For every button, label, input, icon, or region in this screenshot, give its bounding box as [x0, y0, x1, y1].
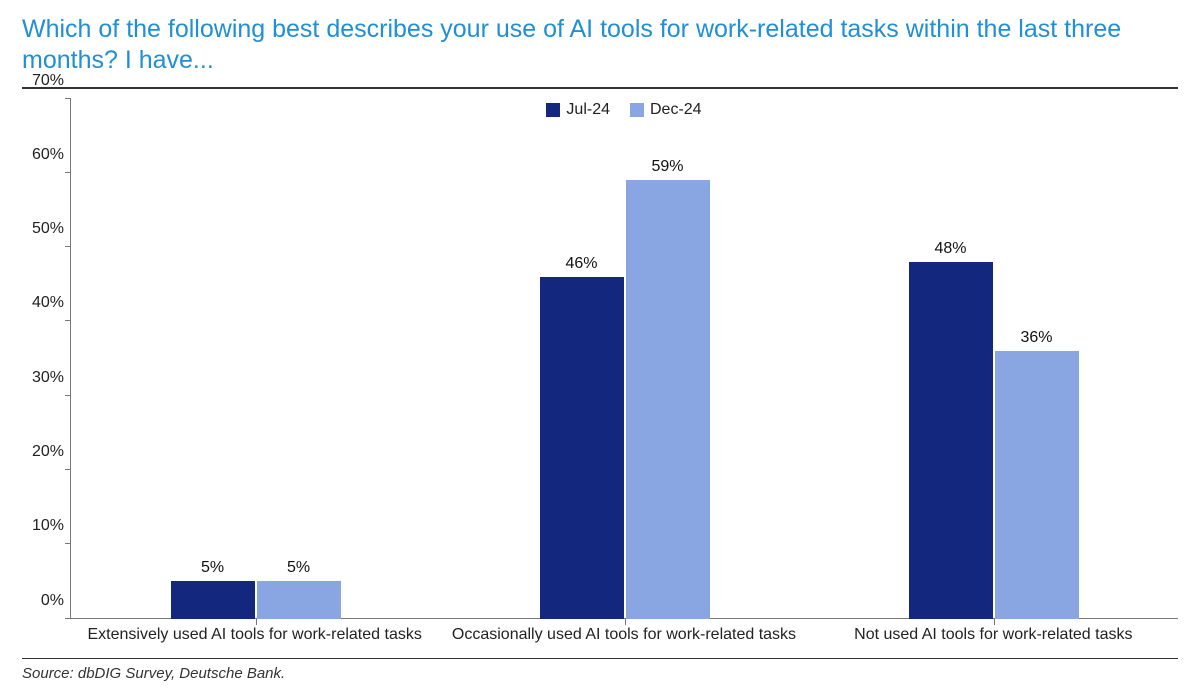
y-tick-mark: [65, 395, 71, 396]
bar-group: 46% 59%: [440, 99, 809, 619]
y-tick-mark: [65, 98, 71, 99]
bar-value-label: 59%: [651, 158, 683, 176]
y-tick-mark: [65, 469, 71, 470]
x-tick-mark: [994, 619, 995, 625]
plot: 5% 5% 46% 59% 48% 36%: [70, 99, 1178, 619]
y-tick-mark: [65, 246, 71, 247]
x-tick-mark: [256, 619, 257, 625]
chart-title: Which of the following best describes yo…: [22, 14, 1178, 85]
x-tick-mark: [625, 619, 626, 625]
bar-value-label: 36%: [1020, 329, 1052, 347]
bar-groups: 5% 5% 46% 59% 48% 36%: [71, 99, 1178, 619]
bar-value-label: 48%: [934, 240, 966, 258]
source-text: Source: dbDIG Survey, Deutsche Bank.: [22, 665, 1178, 682]
y-tick-label: 0%: [41, 592, 64, 610]
title-rule: [22, 87, 1178, 89]
y-tick-label: 70%: [32, 72, 64, 90]
bar: [995, 351, 1079, 618]
bar-value-label: 5%: [287, 559, 310, 577]
chart-area: Jul-24Dec-24 0%10%20%30%40%50%60%70% 5%5…: [22, 99, 1178, 619]
y-tick-mark: [65, 618, 71, 619]
bar-wrap: 5%: [171, 99, 255, 619]
bar-wrap: 36%: [995, 99, 1079, 619]
bar: [257, 581, 341, 618]
bar-wrap: 5%: [257, 99, 341, 619]
bar-wrap: 59%: [626, 99, 710, 619]
bar: [626, 180, 710, 618]
bar-group: 5% 5%: [71, 99, 440, 619]
y-tick-label: 20%: [32, 443, 64, 461]
footer-rule: [22, 658, 1178, 659]
bar-wrap: 48%: [909, 99, 993, 619]
y-tick-label: 50%: [32, 220, 64, 238]
bar: [171, 581, 255, 618]
y-tick-mark: [65, 543, 71, 544]
bar-value-label: 46%: [565, 255, 597, 273]
bar-wrap: 46%: [540, 99, 624, 619]
bar-value-label: 5%: [201, 559, 224, 577]
y-tick-label: 60%: [32, 146, 64, 164]
y-tick-label: 40%: [32, 294, 64, 312]
bar: [540, 277, 624, 619]
y-tick-mark: [65, 172, 71, 173]
y-tick-label: 10%: [32, 517, 64, 535]
y-tick-mark: [65, 320, 71, 321]
bar: [909, 262, 993, 619]
y-tick-label: 30%: [32, 369, 64, 387]
y-axis: 0%10%20%30%40%50%60%70%: [22, 99, 70, 619]
bar-group: 48% 36%: [809, 99, 1178, 619]
